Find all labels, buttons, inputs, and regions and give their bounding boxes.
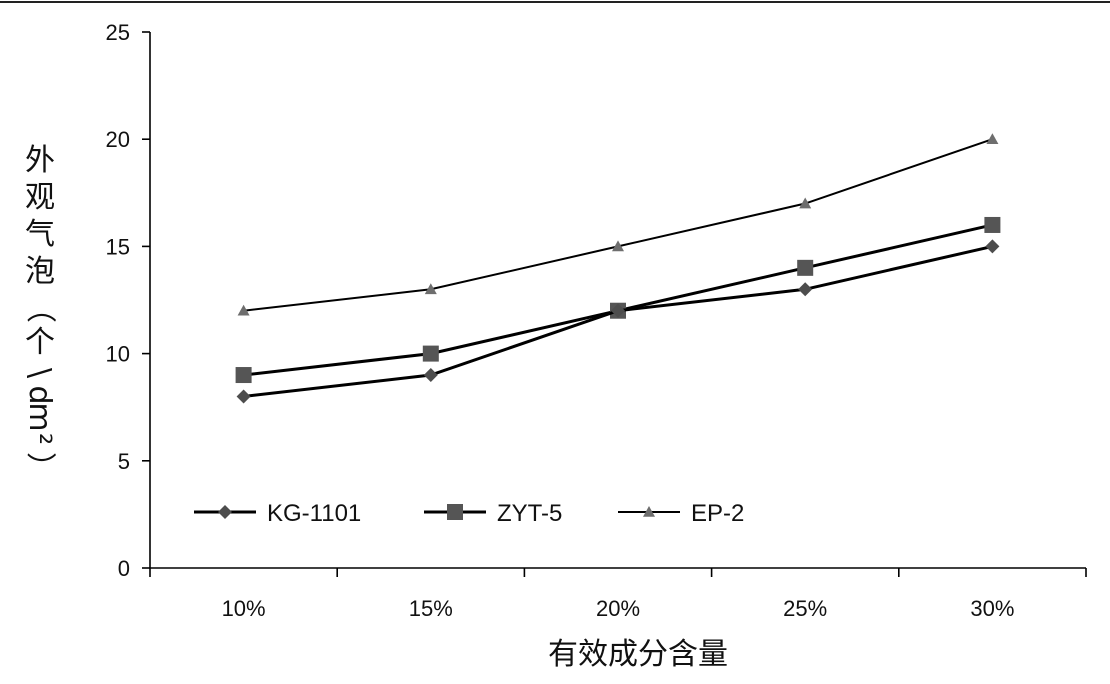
y-title-char: 气: [25, 217, 55, 252]
y-title-char: m: [22, 402, 57, 431]
y-title-char: 泡: [25, 254, 55, 289]
legend-label: ZYT-5: [497, 500, 562, 527]
y-title-char: 观: [25, 180, 55, 215]
data-point: [612, 240, 624, 252]
y-ticks: 0 5 10 15 20 25: [106, 20, 150, 581]
axes: [149, 32, 1086, 569]
y-title-char: 外: [25, 143, 55, 178]
y-title-char: ）: [22, 452, 57, 482]
data-point: [986, 133, 999, 144]
y-title-char: d: [22, 385, 57, 404]
data-point: [984, 216, 1001, 233]
data-point: [423, 368, 438, 383]
y-title-char: \: [22, 368, 57, 379]
data-point: [798, 282, 813, 297]
data-point: [799, 197, 812, 209]
x-tick-label: 25%: [783, 596, 827, 621]
legend-label: EP-2: [691, 500, 744, 527]
legend: KG-1101 ZYT-5 EP-2: [194, 500, 744, 527]
data-point: [237, 304, 250, 316]
x-tick-label: 15%: [409, 596, 453, 621]
series-line: [243, 138, 993, 312]
data-point: [235, 367, 252, 384]
x-tick-label: 10%: [222, 596, 266, 621]
x-ticks: 10% 15% 20% 25% 30%: [149, 568, 1087, 621]
y-tick-label: 5: [118, 449, 130, 474]
x-axis-title: 有效成分含量: [548, 637, 728, 672]
y-title-char: ²: [22, 433, 57, 445]
x-tick-label: 30%: [970, 596, 1014, 621]
data-point: [985, 239, 1000, 254]
data-point: [422, 345, 439, 362]
series-line: [243, 244, 993, 398]
data-point: [424, 283, 437, 295]
legend-label: KG-1101: [267, 500, 361, 527]
x-tick-label: 20%: [596, 596, 640, 621]
y-tick-label: 25: [106, 20, 130, 45]
y-title-char: （: [22, 293, 57, 323]
legend-marker: [218, 505, 232, 519]
legend-marker: [643, 506, 655, 517]
y-tick-label: 15: [106, 234, 130, 259]
y-tick-label: 0: [118, 556, 130, 581]
y-tick-label: 20: [106, 127, 130, 152]
y-title-char: 个: [25, 325, 55, 360]
data-point: [236, 389, 251, 404]
data-point: [797, 259, 814, 276]
data-point: [611, 303, 625, 318]
series-kg-1101: [236, 239, 1000, 404]
legend-marker: [447, 504, 463, 520]
series-ep-2: [237, 133, 999, 316]
series-group: [235, 133, 1001, 404]
y-tick-label: 10: [106, 342, 130, 367]
